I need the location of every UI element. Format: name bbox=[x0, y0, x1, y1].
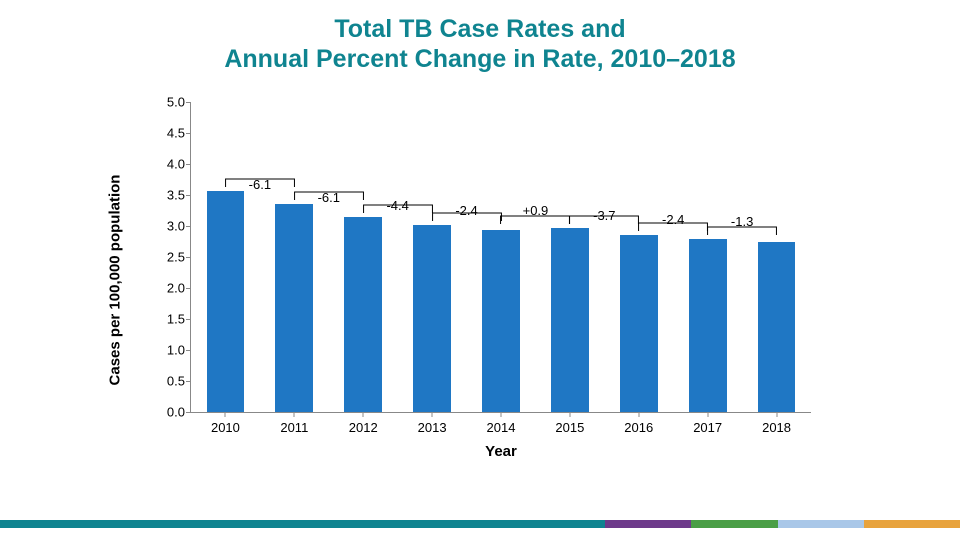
change-label: -4.4 bbox=[386, 198, 408, 213]
x-tick-label: 2018 bbox=[762, 420, 791, 435]
x-tick-label: 2010 bbox=[211, 420, 240, 435]
bar bbox=[758, 242, 796, 413]
bar-chart: Cases per 100,000 population 20102011201… bbox=[135, 90, 835, 470]
y-tick-label: 4.5 bbox=[151, 126, 185, 141]
plot-area: 201020112012201320142015201620172018 Yea… bbox=[190, 102, 811, 413]
footer-accent-bar bbox=[0, 520, 960, 528]
bar bbox=[689, 239, 727, 412]
x-tick-mark bbox=[776, 412, 777, 417]
y-tick-mark bbox=[186, 288, 191, 289]
y-tick-label: 3.5 bbox=[151, 188, 185, 203]
y-tick-mark bbox=[186, 319, 191, 320]
change-bracket: -6.1 bbox=[225, 179, 294, 207]
bar bbox=[344, 217, 382, 412]
bar bbox=[413, 225, 451, 412]
change-bracket: +0.9 bbox=[501, 216, 570, 232]
x-tick-mark bbox=[707, 412, 708, 417]
x-tick-label: 2017 bbox=[693, 420, 722, 435]
change-bracket: -1.3 bbox=[708, 227, 777, 243]
y-axis-label: Cases per 100,000 population bbox=[107, 175, 124, 386]
y-tick-mark bbox=[186, 164, 191, 165]
bar bbox=[551, 228, 589, 412]
y-tick-mark bbox=[186, 381, 191, 382]
y-tick-label: 4.0 bbox=[151, 157, 185, 172]
footer-segment bbox=[864, 520, 960, 528]
y-tick-label: 1.5 bbox=[151, 312, 185, 327]
y-tick-label: 3.0 bbox=[151, 219, 185, 234]
x-tick-mark bbox=[569, 412, 570, 417]
y-tick-label: 0.0 bbox=[151, 405, 185, 420]
x-tick-label: 2013 bbox=[418, 420, 447, 435]
bar bbox=[482, 230, 520, 412]
title-line-1: Total TB Case Rates and bbox=[0, 14, 960, 44]
y-tick-mark bbox=[186, 412, 191, 413]
x-tick-mark bbox=[501, 412, 502, 417]
change-bracket: -6.1 bbox=[294, 192, 363, 218]
footer-segment bbox=[605, 520, 691, 528]
change-bracket: -3.7 bbox=[570, 216, 639, 237]
y-tick-mark bbox=[186, 350, 191, 351]
change-label: -6.1 bbox=[318, 190, 340, 205]
title-line-2: Annual Percent Change in Rate, 2010–2018 bbox=[0, 44, 960, 74]
x-tick-mark bbox=[294, 412, 295, 417]
y-tick-mark bbox=[186, 226, 191, 227]
change-label: -1.3 bbox=[731, 214, 753, 229]
y-tick-label: 5.0 bbox=[151, 95, 185, 110]
change-bracket: -2.4 bbox=[639, 223, 708, 241]
y-tick-mark bbox=[186, 133, 191, 134]
x-tick-mark bbox=[432, 412, 433, 417]
y-tick-label: 2.5 bbox=[151, 250, 185, 265]
bar bbox=[275, 204, 313, 412]
x-tick-mark bbox=[363, 412, 364, 417]
y-tick-mark bbox=[186, 195, 191, 196]
change-label: -2.4 bbox=[455, 203, 477, 218]
change-label: -3.7 bbox=[593, 208, 615, 223]
x-tick-label: 2014 bbox=[487, 420, 516, 435]
change-bracket: -2.4 bbox=[432, 213, 501, 231]
change-label: +0.9 bbox=[523, 203, 549, 218]
change-bracket: -4.4 bbox=[363, 205, 432, 228]
y-tick-mark bbox=[186, 102, 191, 103]
bar bbox=[207, 191, 245, 412]
x-tick-label: 2016 bbox=[624, 420, 653, 435]
y-tick-label: 1.0 bbox=[151, 343, 185, 358]
x-tick-mark bbox=[225, 412, 226, 417]
y-tick-label: 2.0 bbox=[151, 281, 185, 296]
footer-segment bbox=[0, 520, 605, 528]
chart-title: Total TB Case Rates and Annual Percent C… bbox=[0, 0, 960, 74]
footer-segment bbox=[778, 520, 864, 528]
x-tick-label: 2012 bbox=[349, 420, 378, 435]
x-axis-label: Year bbox=[485, 443, 517, 460]
change-label: -6.1 bbox=[249, 177, 271, 192]
footer-segment bbox=[691, 520, 777, 528]
x-tick-label: 2011 bbox=[280, 420, 308, 435]
y-tick-label: 0.5 bbox=[151, 374, 185, 389]
change-label: -2.4 bbox=[662, 212, 684, 227]
x-tick-label: 2015 bbox=[555, 420, 584, 435]
x-tick-mark bbox=[638, 412, 639, 417]
y-tick-mark bbox=[186, 257, 191, 258]
bar bbox=[620, 235, 658, 412]
